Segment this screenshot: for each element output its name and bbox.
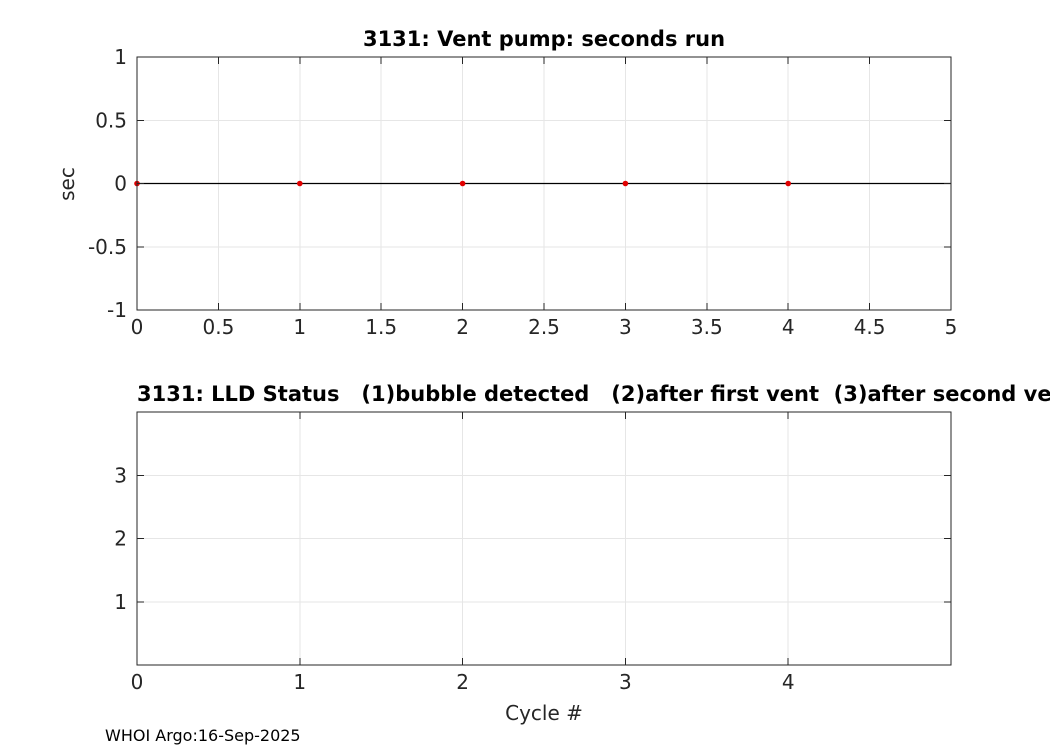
data-point: [622, 180, 629, 187]
x-tick-label: 4: [782, 670, 795, 694]
data-point: [785, 180, 791, 187]
x-tick-label: 2: [456, 670, 469, 694]
bottom-plot-title: 3131: LLD Status (1)bubble detected (2)a…: [137, 382, 1050, 406]
x-tick-label: 0.5: [202, 315, 234, 339]
x-tick-label: 1.5: [365, 315, 397, 339]
y-tick-label: 2: [114, 527, 127, 551]
x-tick-label: 1: [293, 670, 306, 694]
top-plot-title: 3131: Vent pump: seconds run: [362, 27, 726, 51]
x-tick-label: 2.5: [528, 315, 560, 339]
x-tick-label: 3: [619, 670, 632, 694]
top-plot-ylabel: sec: [55, 167, 79, 201]
data-point: [459, 180, 466, 187]
x-tick-label: 3: [619, 315, 632, 339]
x-tick-label: 0: [131, 315, 144, 339]
x-tick-label: 5: [945, 315, 958, 339]
y-tick-label: -0.5: [88, 235, 127, 259]
x-tick-label: 4: [782, 315, 795, 339]
footer-credit: WHOI Argo:16-Sep-2025: [105, 726, 301, 745]
y-tick-label: 1: [114, 590, 127, 614]
y-tick-label: -1: [107, 298, 127, 322]
bottom-plot-xlabel: Cycle #: [505, 701, 583, 725]
x-tick-label: 2: [456, 315, 469, 339]
x-tick-label: 1: [293, 315, 306, 339]
x-tick-label: 3.5: [691, 315, 723, 339]
x-tick-label: 4.5: [854, 315, 886, 339]
data-point: [297, 180, 303, 187]
x-tick-label: 0: [131, 670, 144, 694]
y-tick-label: 3: [114, 463, 127, 487]
y-tick-label: 0: [114, 172, 127, 196]
y-tick-label: 1: [114, 45, 127, 69]
y-tick-label: 0.5: [95, 108, 127, 132]
